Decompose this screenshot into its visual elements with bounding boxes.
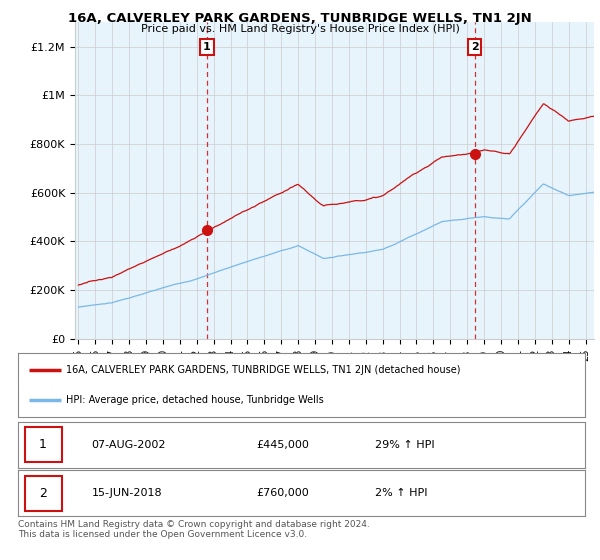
Text: £760,000: £760,000 <box>256 488 309 498</box>
Text: 2: 2 <box>39 487 47 500</box>
Text: 29% ↑ HPI: 29% ↑ HPI <box>375 440 435 450</box>
Text: £445,000: £445,000 <box>256 440 309 450</box>
Text: Price paid vs. HM Land Registry's House Price Index (HPI): Price paid vs. HM Land Registry's House … <box>140 24 460 34</box>
Text: Contains HM Land Registry data © Crown copyright and database right 2024.
This d: Contains HM Land Registry data © Crown c… <box>18 520 370 539</box>
Text: 16A, CALVERLEY PARK GARDENS, TUNBRIDGE WELLS, TN1 2JN: 16A, CALVERLEY PARK GARDENS, TUNBRIDGE W… <box>68 12 532 25</box>
Bar <box>25 427 62 462</box>
Text: 07-AUG-2002: 07-AUG-2002 <box>92 440 166 450</box>
Bar <box>25 476 62 511</box>
Text: 1: 1 <box>203 42 211 52</box>
Text: HPI: Average price, detached house, Tunbridge Wells: HPI: Average price, detached house, Tunb… <box>66 395 324 405</box>
Text: 15-JUN-2018: 15-JUN-2018 <box>92 488 163 498</box>
Text: 2: 2 <box>471 42 479 52</box>
Text: 1: 1 <box>39 438 47 451</box>
Text: 16A, CALVERLEY PARK GARDENS, TUNBRIDGE WELLS, TN1 2JN (detached house): 16A, CALVERLEY PARK GARDENS, TUNBRIDGE W… <box>66 365 461 375</box>
Text: 2% ↑ HPI: 2% ↑ HPI <box>375 488 428 498</box>
